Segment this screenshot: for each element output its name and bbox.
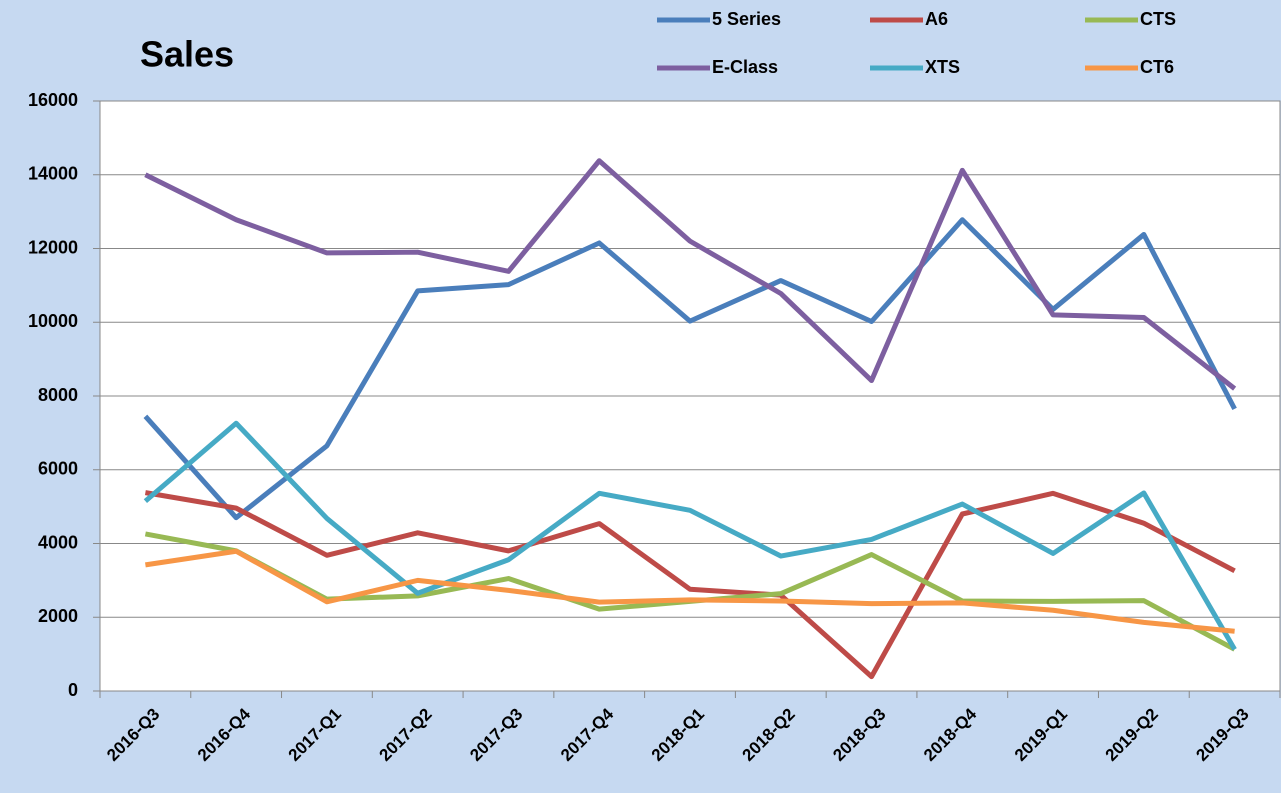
chart-title: Sales	[140, 34, 234, 75]
x-tick-label: 2018-Q2	[739, 705, 799, 765]
series-line	[143, 217, 1237, 521]
y-tick-label: 4000	[38, 532, 78, 552]
legend-label: CTS	[1140, 9, 1176, 29]
x-tick-label: 2017-Q4	[557, 704, 618, 765]
y-tick-label: 12000	[28, 237, 78, 257]
y-tick-label: 8000	[38, 385, 78, 405]
x-tick-label: 2017-Q2	[375, 705, 435, 765]
legend-label: XTS	[925, 57, 960, 77]
x-tick-label: 2016-Q3	[103, 705, 163, 765]
series-line	[144, 158, 1237, 391]
x-tick-label: 2019-Q3	[1192, 705, 1252, 765]
y-tick-label: 6000	[38, 459, 78, 479]
y-tick-label: 14000	[28, 164, 78, 184]
legend-label: 5 Series	[712, 9, 781, 29]
series-line	[145, 548, 1235, 634]
x-tick-label: 2018-Q4	[920, 704, 981, 765]
x-tick-label: 2018-Q3	[829, 705, 889, 765]
x-tick-label: 2016-Q4	[194, 704, 255, 765]
y-tick-label: 0	[68, 680, 78, 700]
x-tick-label: 2018-Q1	[648, 705, 708, 765]
y-tick-label: 2000	[38, 606, 78, 626]
x-tick-label: 2019-Q2	[1102, 705, 1162, 765]
legend-label: CT6	[1140, 57, 1174, 77]
x-tick-label: 2019-Q1	[1011, 705, 1071, 765]
y-tick-label: 16000	[28, 90, 78, 110]
series-line	[143, 420, 1237, 651]
x-tick-label: 2017-Q3	[466, 705, 526, 765]
series-line	[144, 490, 1236, 680]
y-tick-label: 10000	[28, 311, 78, 331]
legend-label: E-Class	[712, 57, 778, 77]
x-tick-label: 2017-Q1	[285, 705, 345, 765]
legend-label: A6	[925, 9, 948, 29]
